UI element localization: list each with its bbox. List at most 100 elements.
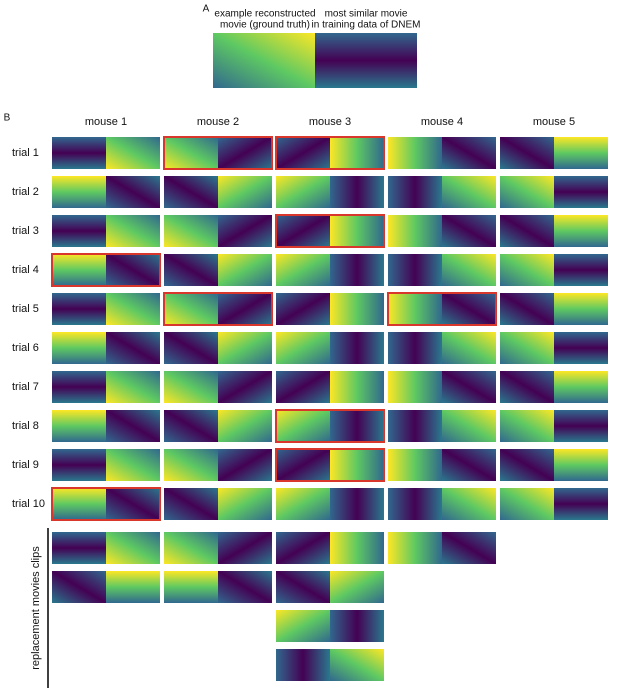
frame <box>500 488 554 520</box>
frame <box>388 137 442 169</box>
frame <box>218 532 272 564</box>
frame <box>500 137 554 169</box>
frame <box>388 410 442 442</box>
column-header: mouse 4 <box>421 116 463 128</box>
frame <box>164 176 218 208</box>
frame <box>164 449 218 481</box>
frame <box>52 293 106 325</box>
frame <box>442 449 496 481</box>
caption: most similar movie <box>325 9 408 20</box>
frame <box>106 488 160 520</box>
highlight-border <box>387 292 497 326</box>
frame <box>106 254 160 286</box>
frame <box>554 332 608 364</box>
frame <box>388 371 442 403</box>
frame <box>106 371 160 403</box>
frame <box>554 137 608 169</box>
highlight-border <box>275 409 385 443</box>
frame <box>106 410 160 442</box>
frame <box>164 254 218 286</box>
frame <box>276 532 330 564</box>
row-label: trial 5 <box>12 303 39 315</box>
frame <box>218 176 272 208</box>
frame <box>276 449 330 481</box>
frame <box>500 371 554 403</box>
frame <box>330 488 384 520</box>
frame <box>554 410 608 442</box>
frame <box>330 410 384 442</box>
frame <box>388 254 442 286</box>
frame <box>330 532 384 564</box>
frame <box>164 293 218 325</box>
frame <box>276 649 330 681</box>
frame <box>330 571 384 603</box>
frame <box>554 254 608 286</box>
frame <box>500 410 554 442</box>
frame <box>213 33 315 88</box>
frame <box>276 571 330 603</box>
frame <box>500 254 554 286</box>
frame <box>52 532 106 564</box>
row-label: trial 1 <box>12 147 39 159</box>
frame <box>500 449 554 481</box>
frame <box>276 371 330 403</box>
frame <box>276 410 330 442</box>
frame <box>330 176 384 208</box>
frame <box>218 371 272 403</box>
frame <box>276 215 330 247</box>
frame <box>330 332 384 364</box>
frame <box>164 571 218 603</box>
frame <box>106 332 160 364</box>
frame <box>388 332 442 364</box>
frame <box>164 332 218 364</box>
frame <box>218 254 272 286</box>
frame <box>388 449 442 481</box>
frame <box>442 488 496 520</box>
frame <box>330 293 384 325</box>
frame <box>106 449 160 481</box>
frame <box>276 488 330 520</box>
frame <box>442 176 496 208</box>
frame <box>554 371 608 403</box>
frame <box>500 332 554 364</box>
highlight-border <box>51 487 161 521</box>
frame <box>330 649 384 681</box>
frame <box>218 215 272 247</box>
frame <box>388 176 442 208</box>
frame <box>554 449 608 481</box>
row-label: trial 9 <box>12 459 39 471</box>
frame <box>52 371 106 403</box>
frame <box>330 371 384 403</box>
caption: movie (ground truth) <box>220 20 310 31</box>
frame <box>52 137 106 169</box>
frame <box>388 488 442 520</box>
frame <box>500 215 554 247</box>
frame <box>52 449 106 481</box>
frame <box>276 293 330 325</box>
frame <box>164 410 218 442</box>
replacement-label: replacement movies clips <box>30 546 42 670</box>
frame <box>442 410 496 442</box>
frame <box>276 254 330 286</box>
frame <box>52 332 106 364</box>
row-label: trial 6 <box>12 342 39 354</box>
frame <box>52 571 106 603</box>
row-label: trial 2 <box>12 186 39 198</box>
frame <box>330 137 384 169</box>
frame <box>52 176 106 208</box>
row-label: trial 8 <box>12 420 39 432</box>
highlight-border <box>163 136 273 170</box>
highlight-border <box>275 136 385 170</box>
frame <box>554 176 608 208</box>
frame <box>388 293 442 325</box>
frame <box>442 332 496 364</box>
frame <box>52 410 106 442</box>
frame <box>330 610 384 642</box>
panel-b-label: B <box>4 113 11 124</box>
frame <box>442 137 496 169</box>
frame <box>218 571 272 603</box>
frame <box>330 215 384 247</box>
row-label: trial 10 <box>12 498 45 510</box>
frame <box>442 293 496 325</box>
frame <box>218 332 272 364</box>
